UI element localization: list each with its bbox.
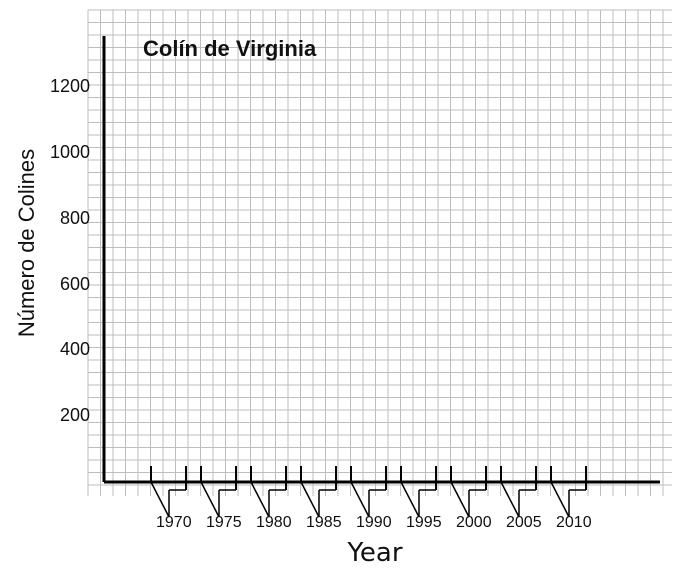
x-tick-label: 1970 xyxy=(156,514,192,531)
y-tick-label: 400 xyxy=(59,339,90,360)
x-tick-label: 2010 xyxy=(556,514,592,531)
x-tick-label: 1985 xyxy=(306,514,342,531)
x-tick-label: 2005 xyxy=(506,514,542,531)
y-tick-label: 200 xyxy=(59,405,90,426)
x-tick-leader xyxy=(500,481,520,518)
x-tick-leader xyxy=(250,481,270,518)
x-tick-leader xyxy=(350,481,370,518)
x-axis-label: Year xyxy=(347,538,403,568)
x-tick-leader xyxy=(450,481,470,518)
y-tick-label: 800 xyxy=(59,207,90,228)
x-tick-leader xyxy=(200,481,220,518)
x-tick-label: 2000 xyxy=(456,514,492,531)
y-tick-label: 600 xyxy=(59,273,90,294)
chart-title: Colín de Virginia xyxy=(143,36,317,61)
x-tick-leader xyxy=(300,481,320,518)
x-tick-label: 1990 xyxy=(356,514,392,531)
x-tick-leader xyxy=(150,481,170,518)
x-tick-label: 1980 xyxy=(256,514,292,531)
y-tick-label: 1000 xyxy=(49,141,90,162)
x-tick-leader xyxy=(550,481,570,518)
x-tick-leader xyxy=(400,481,420,518)
y-tick-label: 1200 xyxy=(49,76,90,96)
x-tick-label: 1975 xyxy=(206,514,242,531)
x-tick-label: 1995 xyxy=(406,514,442,531)
